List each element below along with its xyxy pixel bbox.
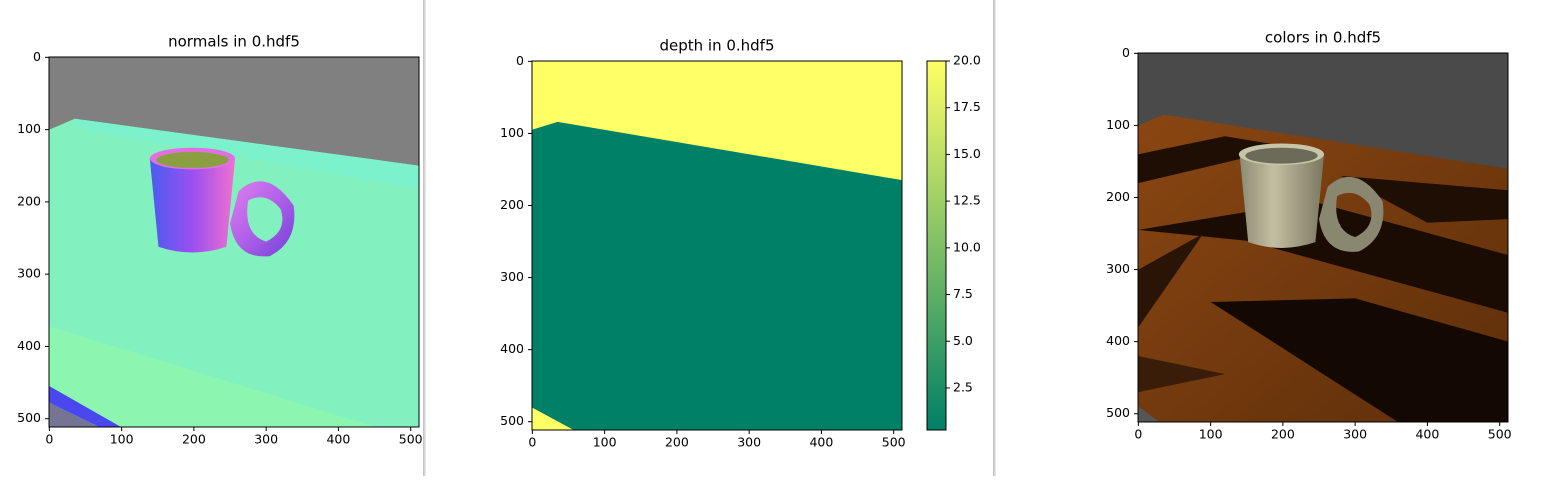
colors-image bbox=[1138, 53, 1508, 422]
panel-title: colors in 0.hdf5 bbox=[1265, 29, 1381, 47]
y-tick-label: 400 bbox=[500, 341, 524, 356]
mug-inside bbox=[156, 152, 229, 168]
y-tick-label: 500 bbox=[1106, 405, 1130, 420]
image-region bbox=[1138, 201, 1508, 313]
window-separator bbox=[993, 0, 996, 476]
y-tick-label: 100 bbox=[17, 121, 41, 136]
x-tick-label: 100 bbox=[1199, 427, 1223, 442]
x-tick-label: 100 bbox=[593, 435, 617, 450]
x-tick-label: 500 bbox=[1488, 427, 1512, 442]
image-region bbox=[1138, 356, 1226, 393]
x-tick-label: 500 bbox=[399, 432, 423, 447]
y-tick-label: 300 bbox=[1106, 261, 1130, 276]
mug-inside bbox=[1245, 147, 1318, 164]
y-tick-label: 400 bbox=[17, 338, 41, 353]
mug bbox=[149, 158, 236, 253]
axes-frame bbox=[531, 60, 903, 431]
x-tick-label: 300 bbox=[254, 432, 278, 447]
y-tick-label: 200 bbox=[1106, 189, 1130, 204]
y-tick-label: 500 bbox=[500, 413, 524, 428]
colorbar-tick-label: 17.5 bbox=[953, 99, 981, 114]
x-tick-label: 0 bbox=[1134, 427, 1142, 442]
x-tick-label: 200 bbox=[182, 432, 206, 447]
colorbar-tick-label: 20.0 bbox=[953, 53, 981, 68]
image-region bbox=[1138, 233, 1204, 328]
colorbar bbox=[926, 60, 947, 431]
x-tick-label: 200 bbox=[1271, 427, 1295, 442]
x-tick-label: 0 bbox=[45, 432, 53, 447]
mug-handle bbox=[1319, 176, 1384, 252]
colorbar-tick-label: 12.5 bbox=[953, 193, 981, 208]
x-tick-label: 400 bbox=[326, 432, 350, 447]
y-tick-label: 300 bbox=[500, 269, 524, 284]
image-region bbox=[1210, 298, 1508, 422]
panel-title: depth in 0.hdf5 bbox=[659, 37, 774, 55]
y-tick-label: 100 bbox=[1106, 117, 1130, 132]
x-tick-label: 500 bbox=[882, 435, 906, 450]
y-tick-label: 0 bbox=[1122, 45, 1130, 60]
y-tick-label: 100 bbox=[500, 125, 524, 140]
mug bbox=[1239, 154, 1325, 248]
panel-title: normals in 0.hdf5 bbox=[168, 33, 300, 51]
image-region bbox=[1340, 175, 1508, 223]
axes-frame bbox=[48, 56, 420, 428]
depth-image bbox=[532, 61, 902, 430]
x-tick-label: 0 bbox=[528, 435, 536, 450]
colorbar-tick-label: 2.5 bbox=[953, 379, 973, 394]
y-tick-label: 400 bbox=[1106, 333, 1130, 348]
x-tick-label: 200 bbox=[665, 435, 689, 450]
colorbar-tick-label: 15.0 bbox=[953, 146, 981, 161]
x-tick-label: 300 bbox=[737, 435, 761, 450]
x-tick-label: 300 bbox=[1343, 427, 1367, 442]
y-tick-label: 500 bbox=[17, 410, 41, 425]
y-tick-label: 200 bbox=[500, 197, 524, 212]
image-region bbox=[532, 61, 902, 181]
window-separator bbox=[423, 0, 426, 476]
image-region bbox=[49, 386, 121, 427]
axes-frame bbox=[1137, 52, 1509, 423]
colorbar-tick-label: 10.0 bbox=[953, 239, 981, 254]
mug-handle bbox=[230, 181, 295, 257]
y-tick-label: 200 bbox=[17, 193, 41, 208]
image-region bbox=[49, 118, 419, 427]
y-tick-label: 300 bbox=[17, 266, 41, 281]
x-tick-label: 400 bbox=[1415, 427, 1439, 442]
image-region bbox=[49, 326, 377, 427]
colorbar-tick-label: 7.5 bbox=[953, 286, 973, 301]
x-tick-label: 100 bbox=[110, 432, 134, 447]
y-tick-label: 0 bbox=[516, 53, 524, 68]
y-tick-label: 0 bbox=[33, 49, 41, 64]
colorbar-tick-label: 5.0 bbox=[953, 333, 973, 348]
image-region bbox=[74, 118, 419, 189]
normals-image bbox=[49, 57, 419, 427]
x-tick-label: 400 bbox=[809, 435, 833, 450]
